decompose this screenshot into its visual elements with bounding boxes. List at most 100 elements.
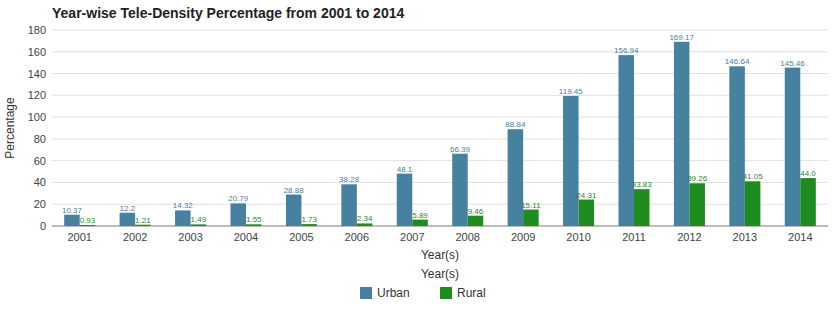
- x-tick-label: 2001: [67, 231, 91, 243]
- bar: [674, 42, 690, 226]
- data-label: 1.21: [135, 216, 151, 225]
- x-tick-label: 2014: [788, 231, 812, 243]
- x-tick-label: 2004: [234, 231, 258, 243]
- bar: [412, 220, 428, 226]
- x-tick-label: 2007: [400, 231, 424, 243]
- bar: [175, 210, 191, 226]
- bar: [729, 66, 745, 226]
- data-label: 88.84: [505, 120, 526, 129]
- x-axis-label: Year(s): [421, 248, 459, 262]
- bar: [579, 200, 595, 226]
- y-tick-label: 180: [28, 24, 46, 36]
- data-label: 169.17: [669, 33, 694, 42]
- x-tick-label: 2002: [123, 231, 147, 243]
- bar: [523, 210, 539, 226]
- data-label: 0.93: [80, 216, 96, 225]
- data-label: 156.94: [614, 46, 639, 55]
- bar: [246, 224, 262, 226]
- legend-title: Year(s): [421, 267, 459, 281]
- data-label: 66.39: [450, 145, 471, 154]
- bar: [468, 216, 484, 226]
- grid-line: [52, 182, 828, 183]
- data-label: 1.73: [301, 215, 317, 224]
- legend-label: Rural: [457, 286, 486, 300]
- y-tick-label: 120: [28, 89, 46, 101]
- x-tick-label: 2006: [345, 231, 369, 243]
- bar: [634, 189, 650, 226]
- x-tick-label: 2008: [455, 231, 479, 243]
- bar: [135, 225, 151, 226]
- data-label: 1.49: [191, 215, 207, 224]
- data-label: 44.0: [800, 169, 816, 178]
- y-tick-label: 0: [40, 220, 46, 232]
- grid-line: [52, 30, 828, 31]
- y-tick-label: 60: [34, 155, 46, 167]
- data-label: 15.11: [521, 201, 541, 210]
- legend: Year(s) Urban Rural: [360, 267, 486, 300]
- data-label: 41.05: [743, 172, 764, 181]
- y-tick-label: 20: [34, 198, 46, 210]
- data-label: 10.37: [62, 206, 83, 215]
- data-label: 5.89: [412, 211, 428, 220]
- grid-line: [52, 226, 828, 227]
- grid-line: [52, 117, 828, 118]
- bar: [286, 195, 302, 226]
- data-label: 2.34: [357, 214, 373, 223]
- bar: [191, 224, 207, 226]
- bar: [800, 178, 816, 226]
- legend-label: Urban: [377, 286, 410, 300]
- data-label: 20.79: [228, 194, 249, 203]
- bar: [785, 68, 801, 226]
- y-tick-label: 80: [34, 133, 46, 145]
- y-tick-label: 140: [28, 68, 46, 80]
- x-tick-label: 2010: [566, 231, 590, 243]
- bar: [745, 181, 761, 226]
- data-label: 38.28: [339, 175, 360, 184]
- bar: [64, 215, 80, 226]
- bar: [689, 183, 705, 226]
- bar: [80, 225, 96, 226]
- data-labels: 10.3712.214.3220.7928.8838.2848.166.3988…: [62, 33, 816, 225]
- y-axis-label: Percentage: [3, 97, 17, 159]
- bar: [120, 213, 136, 226]
- data-label: 24.31: [576, 191, 597, 200]
- x-tick-label: 2005: [289, 231, 313, 243]
- chart: 0 20 40 60 80 100 120 140 160 180 10.37 12.2 14.32 20…: [0, 0, 840, 318]
- x-axis-line: [52, 226, 828, 227]
- x-tick-label: 2013: [733, 231, 757, 243]
- grid-line: [52, 204, 828, 205]
- data-label: 145.46: [780, 59, 805, 68]
- y-tick-label: 40: [34, 176, 46, 188]
- y-tick-label: 100: [28, 111, 46, 123]
- data-label: 119.45: [559, 87, 583, 96]
- x-tick-label: 2011: [622, 231, 646, 243]
- x-tick-label: 2003: [178, 231, 202, 243]
- data-label: 1.55: [246, 215, 262, 224]
- data-label: 14.32: [173, 201, 194, 210]
- legend-swatch: [440, 287, 452, 299]
- page: {"chart_data": {"type": "bar", "title": …: [0, 0, 840, 318]
- data-label: 28.88: [284, 186, 305, 195]
- grid-line: [52, 160, 828, 161]
- bar: [508, 129, 524, 226]
- x-tick-label: 2012: [677, 231, 701, 243]
- y-tick-label: 160: [28, 46, 46, 58]
- data-label: 12.2: [120, 204, 136, 213]
- data-label: 39.26: [687, 174, 708, 183]
- data-label: 9.46: [468, 207, 484, 216]
- bar: [563, 96, 579, 226]
- legend-swatch: [360, 287, 372, 299]
- bar: [301, 224, 317, 226]
- grid-line: [52, 95, 828, 96]
- data-label: 146.64: [725, 57, 750, 66]
- bar: [618, 55, 634, 226]
- grid-line: [52, 73, 828, 74]
- bars: [64, 42, 816, 226]
- bar: [341, 184, 357, 226]
- grid-line: [52, 138, 828, 139]
- bar: [397, 174, 413, 226]
- bar: [230, 203, 246, 226]
- bar: [452, 154, 468, 226]
- x-tick-label: 2009: [511, 231, 535, 243]
- bar: [357, 223, 373, 226]
